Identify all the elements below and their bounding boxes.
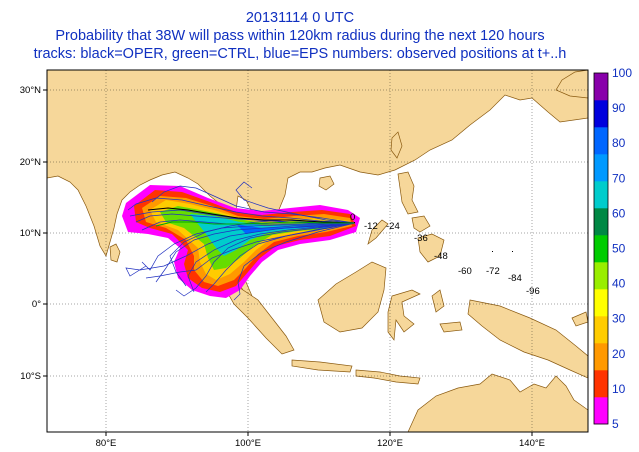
- colorbar-swatch-0: [594, 397, 608, 425]
- colorbar-swatch-3: [594, 316, 608, 344]
- colorbar-label-40: 40: [612, 277, 626, 291]
- colorbar-label-80: 80: [612, 136, 626, 150]
- obs-48: -48: [434, 251, 448, 262]
- oper-track: [147, 207, 356, 224]
- colorbar-swatch-5: [594, 262, 608, 290]
- colorbar-swatch-9: [594, 154, 608, 182]
- lon-label-140e: 140°E: [519, 438, 545, 449]
- colorbar-swatch-11: [594, 100, 608, 128]
- obs-60: -60: [458, 266, 472, 277]
- lon-label-100e: 100°E: [235, 438, 261, 449]
- colorbar-label-30: 30: [612, 312, 626, 326]
- obs-12: -12: [364, 221, 378, 232]
- map-frame: [46, 69, 589, 433]
- map-probability-title: Probability that 38W will pass within 12…: [55, 28, 545, 44]
- colorbar-swatch-1: [594, 370, 608, 398]
- map-tracks-legend: tracks: black=OPER, green=CTRL, blue=EPS…: [33, 46, 567, 62]
- colorbar-swatch-2: [594, 343, 608, 371]
- obs-96: -96: [526, 286, 540, 297]
- colorbar-swatch-10: [594, 127, 608, 155]
- lat-label-10s: 10°S: [20, 371, 41, 382]
- obs-72: -72: [486, 266, 500, 277]
- colorbar-label-70: 70: [612, 171, 626, 185]
- colorbar-label-5: 5: [612, 417, 619, 431]
- lat-label-0: 0°: [32, 299, 41, 310]
- colorbar-label-100: 100: [612, 66, 632, 80]
- colorbar-swatch-12: [594, 73, 608, 101]
- colorbar-label-10: 10: [612, 382, 626, 396]
- obs-36: -36: [414, 233, 428, 244]
- colorbar-label-60: 60: [612, 206, 626, 220]
- colorbar-label-20: 20: [612, 347, 626, 361]
- lat-label-10n: 10°N: [20, 228, 41, 239]
- colorbar-label-50: 50: [612, 242, 626, 256]
- map-date-title: 20131114 0 UTC: [245, 10, 355, 26]
- ctrl-track: [155, 221, 355, 227]
- obs-24: -24: [386, 221, 400, 232]
- lat-label-20n: 20°N: [20, 157, 41, 168]
- colorbar: 5 10 20 30 40 50 60 70 80 90 100: [593, 66, 632, 431]
- obs-84: -84: [508, 273, 522, 284]
- colorbar-swatch-6: [594, 235, 608, 263]
- lat-label-30n: 30°N: [20, 85, 41, 96]
- observed-positions: 0 -12 -24 -36 -48 -60 -72 -84 -96: [350, 212, 540, 297]
- colorbar-swatch-7: [594, 208, 608, 236]
- lon-label-120e: 120°E: [377, 438, 403, 449]
- colorbar-swatch-4: [594, 289, 608, 317]
- colorbar-label-90: 90: [612, 101, 626, 115]
- colorbar-swatch-8: [594, 181, 608, 209]
- obs-0: 0: [350, 212, 355, 223]
- lon-label-80e: 80°E: [96, 438, 117, 449]
